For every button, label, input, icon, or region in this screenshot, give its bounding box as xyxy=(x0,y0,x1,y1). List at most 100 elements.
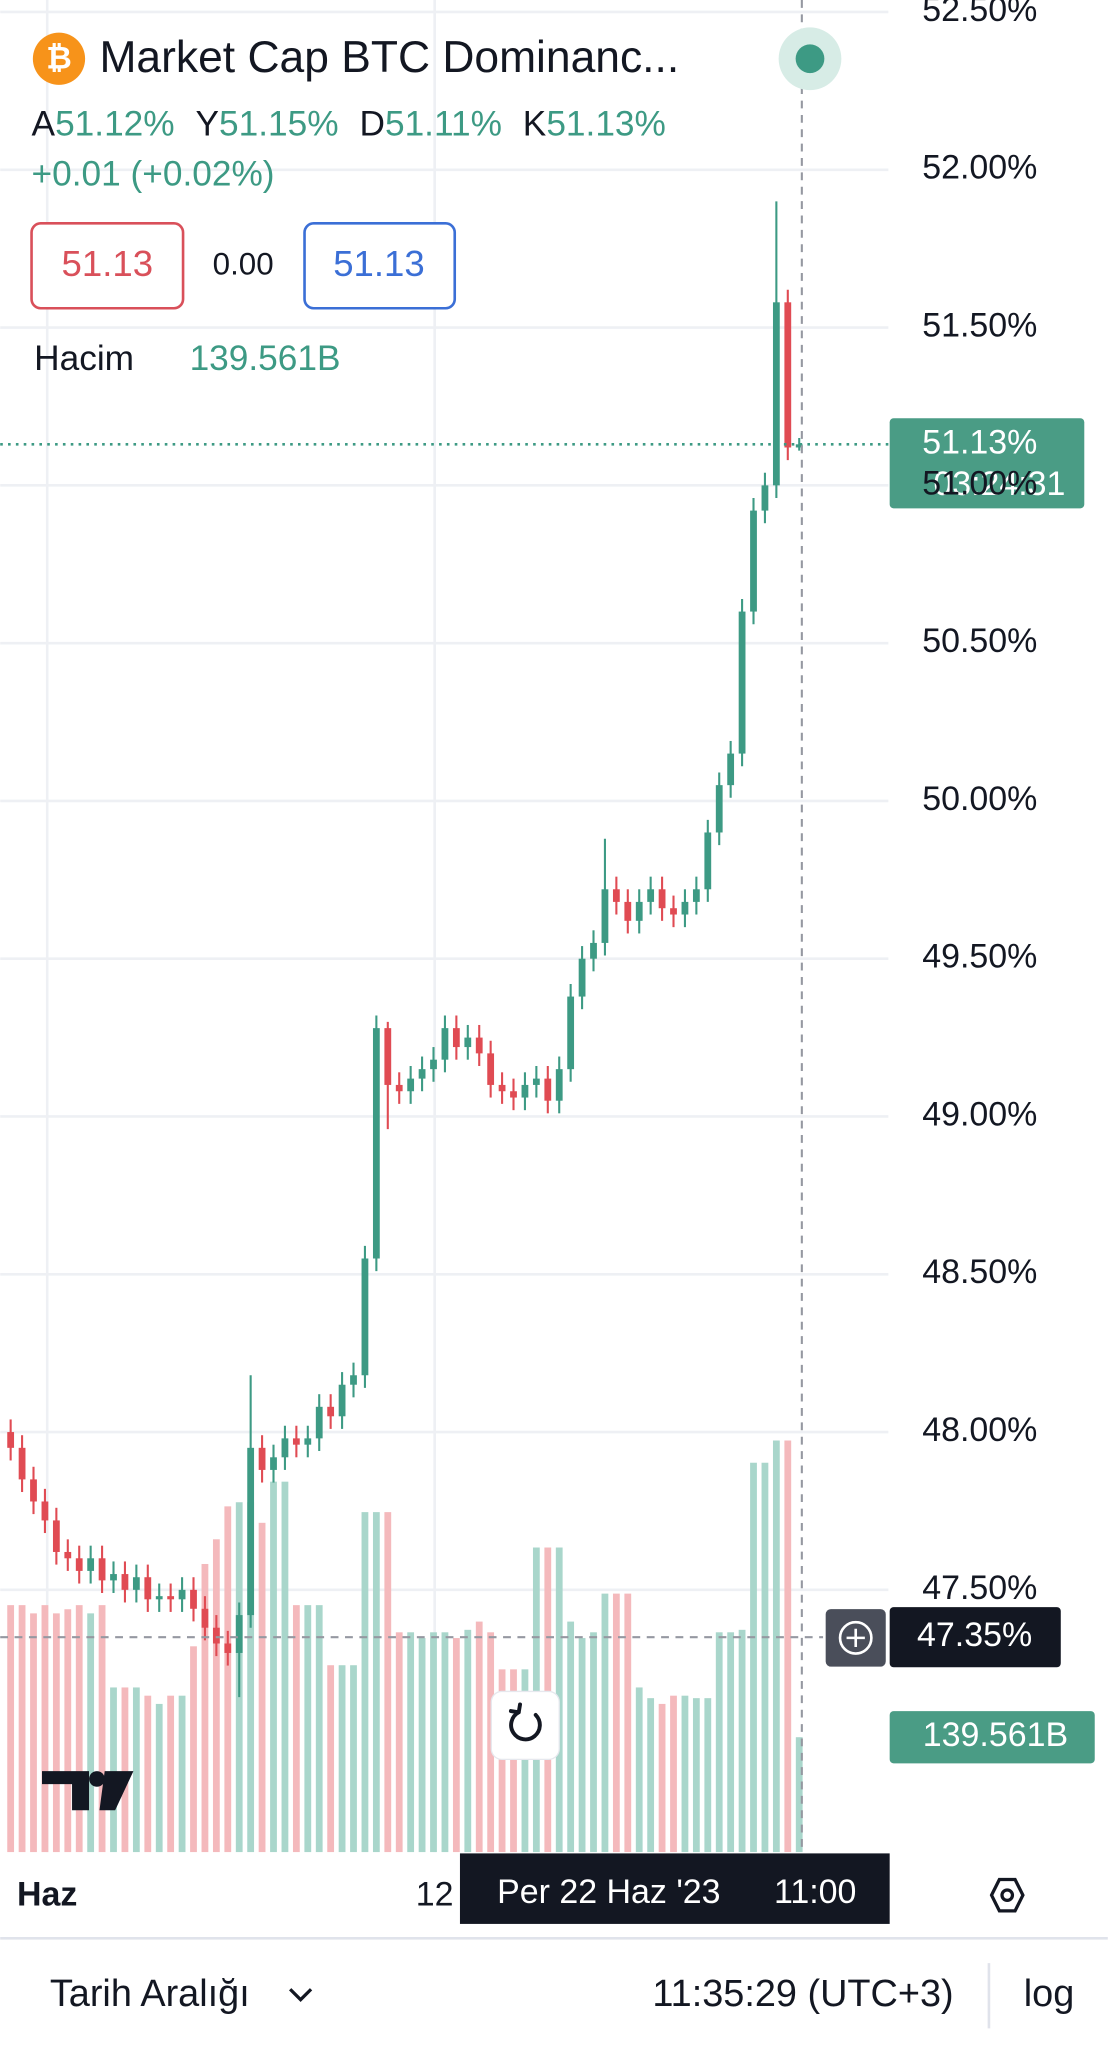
legend-value: 51.15% xyxy=(219,105,339,144)
volume-bar xyxy=(715,1632,723,1853)
volume-bar xyxy=(784,1440,792,1853)
y-tick-label: 48.50% xyxy=(922,1253,1037,1291)
candle-body xyxy=(487,1053,495,1085)
candle-body xyxy=(727,753,735,786)
candle-body xyxy=(555,1069,563,1101)
candle-body xyxy=(155,1596,163,1600)
overlay-layer: 51.13% 03:24:31 47.35% 139.561B xyxy=(0,0,1095,1853)
chevron xyxy=(289,1988,313,2002)
volume-bar xyxy=(395,1632,403,1853)
candle-body xyxy=(212,1627,220,1644)
volume-bar xyxy=(372,1512,380,1853)
volume-bar xyxy=(30,1613,37,1853)
volume-bar xyxy=(418,1638,426,1853)
candle-body xyxy=(498,1084,506,1092)
legend-key: A xyxy=(32,105,56,144)
candle-body xyxy=(18,1447,26,1480)
volume-bar xyxy=(441,1632,449,1853)
candle-body xyxy=(98,1558,106,1581)
candle-body xyxy=(361,1258,369,1376)
volume-bar xyxy=(578,1638,586,1853)
candle-body xyxy=(247,1447,255,1616)
ohlc-legend: A51.12% Y51.15% D51.11% K51.13% xyxy=(32,105,666,144)
volume-bar xyxy=(87,1613,95,1853)
candle-body xyxy=(738,611,746,754)
candle-body xyxy=(612,889,620,902)
date-range-button[interactable]: Tarih Aralığı xyxy=(50,1973,250,2015)
volume-layer xyxy=(7,1440,803,1853)
volume-bar xyxy=(521,1669,529,1853)
candle-body xyxy=(441,1028,449,1060)
crosshair-price-tag xyxy=(889,1607,1061,1668)
candle-body xyxy=(578,958,586,997)
candle-body xyxy=(395,1084,403,1092)
volume-bar xyxy=(270,1481,277,1853)
spread: 0.00 xyxy=(213,247,274,282)
candle-body xyxy=(41,1501,49,1521)
reset-icon xyxy=(508,1702,542,1742)
crosshair-time-tag xyxy=(459,1853,890,1924)
countdown: 03:24:31 xyxy=(933,465,1065,503)
settings-button[interactable] xyxy=(989,1877,1025,1913)
y-tick-label: 50.00% xyxy=(922,780,1037,818)
buy-button[interactable] xyxy=(303,222,457,310)
reset-button[interactable] xyxy=(490,1690,560,1760)
volume-bar xyxy=(635,1687,643,1853)
volume-bar xyxy=(201,1563,209,1853)
volume-bar xyxy=(670,1695,677,1853)
last-price-label: 51.13% xyxy=(922,423,1037,461)
candle-body xyxy=(521,1084,529,1098)
volume-bar xyxy=(704,1698,712,1853)
candle-body xyxy=(87,1558,95,1571)
legend-value: 51.12% xyxy=(55,105,175,144)
candle-body xyxy=(544,1078,552,1101)
candle-body xyxy=(338,1384,346,1417)
volume-bar xyxy=(315,1605,323,1853)
crosshair-price-label: 47.35% xyxy=(917,1616,1032,1654)
coin-icon xyxy=(32,32,86,85)
candle-body xyxy=(510,1091,517,1098)
status-dot xyxy=(795,44,825,74)
volume-bar xyxy=(304,1605,312,1853)
candle-body xyxy=(647,889,655,902)
candle-body xyxy=(761,485,769,511)
volume-bar xyxy=(247,1502,255,1853)
candle-body xyxy=(64,1551,72,1559)
candle-body xyxy=(532,1078,540,1085)
volume-bar xyxy=(144,1695,152,1853)
volume-tag xyxy=(889,1711,1095,1764)
y-tick-label: 52.50% xyxy=(922,0,1037,29)
volume-bar xyxy=(281,1481,289,1853)
candle-body xyxy=(132,1577,140,1590)
sell-button[interactable] xyxy=(30,222,185,310)
clock: 11:35:29 (UTC+3) xyxy=(652,1973,953,2015)
candle-body xyxy=(635,901,643,921)
sell-price[interactable]: 51.13 xyxy=(62,243,154,284)
candle-body xyxy=(670,908,677,915)
volume-bar xyxy=(258,1522,266,1853)
y-tick-label: 50.50% xyxy=(922,622,1037,660)
log-button[interactable]: log xyxy=(1024,1973,1075,2015)
buy-price[interactable]: 51.13 xyxy=(333,243,425,284)
candle-body xyxy=(235,1615,243,1653)
legend-key: Y xyxy=(196,105,220,144)
volume-bar xyxy=(464,1629,472,1853)
volume-bar xyxy=(772,1440,780,1853)
candle-body xyxy=(52,1520,60,1552)
volume-bar xyxy=(647,1698,655,1853)
chart-title: Market Cap BTC Dominanc... xyxy=(99,33,679,82)
change: +0.01 (+0.02%) xyxy=(32,155,275,194)
candle-body xyxy=(692,889,700,902)
candle-body xyxy=(452,1028,460,1048)
volume-bar xyxy=(18,1605,26,1853)
candle-body xyxy=(601,889,609,943)
x-tick-label: Haz xyxy=(17,1875,77,1913)
candle-body xyxy=(258,1447,266,1470)
legend-key: K xyxy=(523,105,547,144)
legend-key: D xyxy=(360,105,385,144)
volume-bar xyxy=(498,1669,506,1853)
last-price-tag xyxy=(889,418,1085,509)
volume-name: Hacim xyxy=(34,339,134,378)
volume-bar xyxy=(212,1539,220,1853)
